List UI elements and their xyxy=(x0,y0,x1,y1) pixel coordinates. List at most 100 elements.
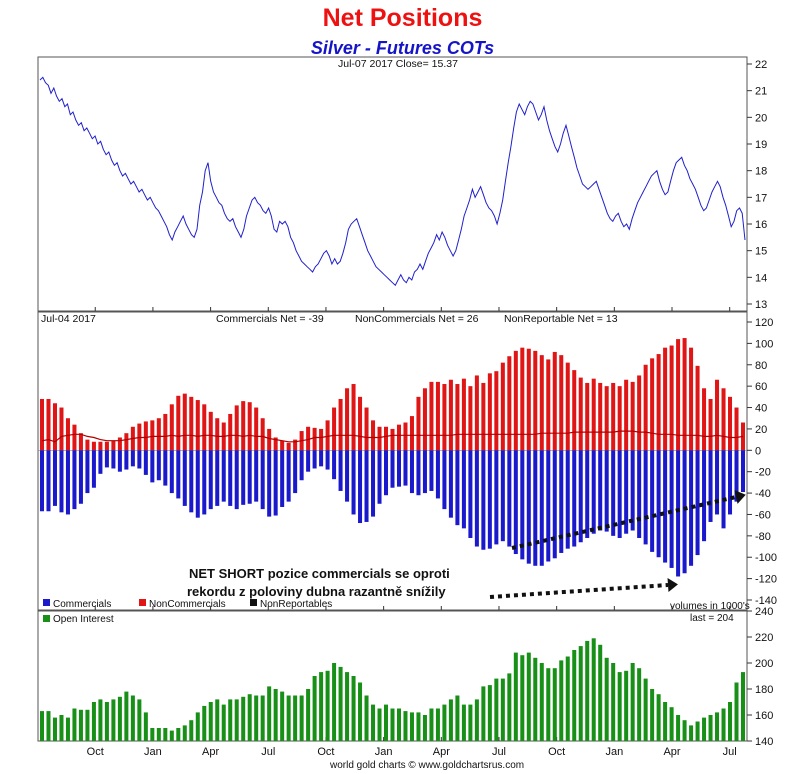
commercials-bar xyxy=(604,450,609,532)
open-interest-bar xyxy=(208,702,213,741)
cot-tick-label: 80 xyxy=(755,360,767,372)
noncommercials-bar xyxy=(520,347,525,451)
open-interest-bar xyxy=(429,708,434,741)
noncommercials-bar xyxy=(228,413,233,451)
noncommercials-bar xyxy=(721,388,726,451)
commercials-bar xyxy=(526,450,531,564)
commercials-bar xyxy=(338,450,343,491)
price-tick-label: 22 xyxy=(755,59,767,71)
open-interest-bar xyxy=(293,695,298,741)
open-interest-bar xyxy=(91,702,96,741)
open-interest-bar xyxy=(182,725,187,741)
open-interest-bar xyxy=(500,678,505,741)
price-tick-label: 20 xyxy=(755,112,767,124)
noncommercials-bar xyxy=(39,398,45,451)
commercials-bar xyxy=(624,450,629,534)
open-interest-bar xyxy=(474,699,479,741)
commercials-bar xyxy=(169,450,174,494)
commercials-bar xyxy=(390,450,395,488)
commercials-bar xyxy=(663,450,668,563)
open-interest-bar xyxy=(403,711,408,741)
x-tick-label: Jan xyxy=(375,746,393,758)
commercials-bar xyxy=(740,450,746,493)
commercials-bar xyxy=(65,450,70,515)
commercials-bar xyxy=(487,450,492,549)
open-interest-bar xyxy=(533,657,538,741)
noncommercials-bar xyxy=(416,396,421,451)
cot-tick-label: 40 xyxy=(755,403,767,415)
oi-tick-label: 180 xyxy=(755,684,773,696)
open-interest-bar xyxy=(319,672,324,741)
noncommercials-bar xyxy=(715,379,720,451)
noncommercials-bar xyxy=(65,418,70,451)
noncommercials-bar xyxy=(546,359,551,451)
nonreportable-net-label: NonReportable Net = 13 xyxy=(504,313,618,325)
open-interest-bar xyxy=(734,682,739,741)
commercials-bar xyxy=(721,450,726,529)
open-interest-bar xyxy=(565,656,570,741)
noncommercials-bar xyxy=(500,362,505,451)
noncommercials-bar xyxy=(189,396,194,451)
noncommercials-bar xyxy=(247,402,252,451)
open-interest-bar xyxy=(740,672,746,741)
noncommercials-bar xyxy=(559,355,564,451)
noncommercials-bar xyxy=(396,424,401,451)
noncommercials-bar xyxy=(656,354,661,451)
noncommercials-bar xyxy=(585,382,590,451)
noncommercials-bar xyxy=(377,426,382,451)
commercials-bar xyxy=(364,450,369,522)
open-interest-bar xyxy=(624,670,629,741)
commercials-bar xyxy=(98,450,103,474)
noncommercials-bar xyxy=(150,420,155,451)
commercials-bar xyxy=(91,450,96,488)
commercials-bar xyxy=(572,450,577,547)
commercials-bar xyxy=(617,450,622,538)
commercials-bar xyxy=(332,450,337,480)
price-tick-label: 13 xyxy=(755,299,767,311)
noncommercials-bar xyxy=(481,382,486,451)
footer-credit: world gold charts © www.goldchartsrus.co… xyxy=(329,760,524,771)
open-interest-bar xyxy=(234,699,239,741)
commercials-bar xyxy=(474,450,479,547)
noncommercials-bar xyxy=(487,373,492,451)
open-interest-bar xyxy=(221,704,226,741)
volumes-note: volumes in 1000's xyxy=(670,601,750,612)
commercials-bar xyxy=(611,450,616,536)
noncommercials-bar xyxy=(254,407,259,451)
noncommercials-bar xyxy=(643,364,648,451)
legend-label-nonreportables: NonReportables xyxy=(260,599,332,610)
annotation-line-1: NET SHORT pozice commercials se oproti xyxy=(189,566,450,581)
commercials-bar xyxy=(260,450,265,510)
commercials-bar xyxy=(377,450,382,504)
cot-tick-label: -140 xyxy=(755,595,777,607)
open-interest-bar xyxy=(384,704,389,741)
commercials-bar xyxy=(117,450,122,472)
commercials-bar xyxy=(565,450,570,549)
commercials-bar xyxy=(306,450,311,472)
open-interest-bar xyxy=(130,695,135,741)
cot-tick-label: -80 xyxy=(755,531,771,543)
commercials-bar xyxy=(396,450,401,487)
open-interest-bar xyxy=(195,712,200,741)
open-interest-bar xyxy=(552,668,557,741)
open-interest-bar xyxy=(728,702,733,741)
open-interest-bar xyxy=(351,676,356,741)
noncommercials-bar xyxy=(351,384,356,451)
commercials-bar xyxy=(286,450,291,502)
open-interest-bar xyxy=(286,695,291,741)
open-interest-bar xyxy=(338,666,343,741)
commercials-bar xyxy=(513,450,518,555)
open-interest-bar xyxy=(702,717,707,741)
noncommercials-bar xyxy=(708,398,713,451)
open-interest-bar xyxy=(364,695,369,741)
open-interest-bar xyxy=(52,717,57,741)
noncommercials-bar xyxy=(676,339,681,451)
open-interest-bar xyxy=(273,689,278,741)
commercials-bar xyxy=(358,450,363,524)
commercials-bar xyxy=(442,450,447,510)
open-interest-bar xyxy=(611,663,616,741)
noncommercials-bar xyxy=(325,420,330,451)
oi-tick-label: 160 xyxy=(755,710,773,722)
open-interest-bar xyxy=(241,696,246,741)
commercials-bar xyxy=(195,450,200,518)
